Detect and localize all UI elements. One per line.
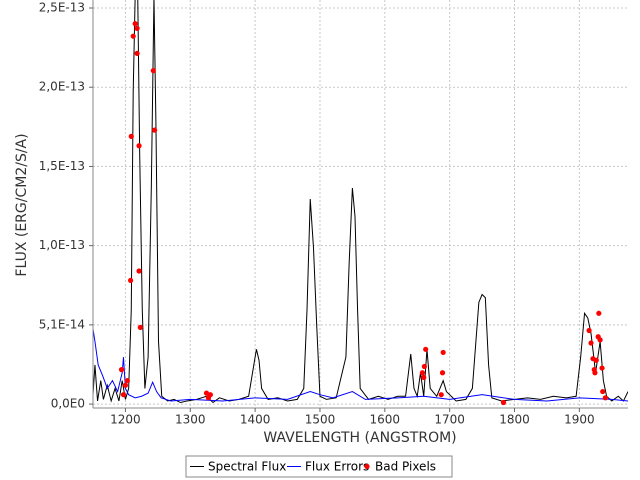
- bad-pixel: [600, 388, 606, 395]
- bad-pixel: [124, 378, 130, 384]
- series-line: [93, 328, 628, 402]
- y-tick-label: 1,0E-13: [39, 238, 85, 252]
- bad-pixel: [128, 133, 134, 139]
- bad-pixel: [136, 268, 142, 274]
- bad-pixel: [586, 327, 592, 334]
- bad-pixel: [423, 346, 429, 352]
- bad-pixel: [134, 25, 140, 31]
- bad-pixel: [438, 392, 444, 398]
- grid: [93, 0, 628, 408]
- bad-pixel: [118, 367, 125, 373]
- bad-pixel: [440, 349, 446, 356]
- data: [93, 0, 628, 406]
- x-tick-label: 1300: [175, 413, 206, 427]
- bad-pixel: [500, 399, 507, 406]
- y-tick-label: 2,0E-13: [39, 80, 85, 94]
- bad-pixel: [597, 337, 603, 343]
- ticks: 1200 1300 1400 1500 1600 1700 1800 1900 0,0E0 5,1…: [39, 1, 595, 427]
- bad-pixel: [134, 50, 140, 57]
- bad-pixel: [137, 324, 143, 330]
- y-tick-label: 0,0E0: [51, 397, 85, 411]
- bad-pixel: [592, 370, 598, 376]
- bad-pixel: [136, 143, 142, 149]
- plot-area: [93, 0, 628, 408]
- bad-pixel: [599, 365, 605, 371]
- bad-pixel: [419, 370, 426, 376]
- x-tick-label: 1700: [434, 413, 465, 427]
- legend-swatch: [364, 463, 370, 470]
- bad-pixel: [596, 310, 602, 316]
- legend-label: Spectral Flux: [208, 460, 286, 474]
- x-tick-label: 1200: [110, 413, 141, 427]
- bad-pixel: [421, 374, 427, 381]
- bad-pixel: [602, 395, 608, 401]
- y-tick-label: 2,5E-13: [39, 1, 85, 15]
- y-tick-label: 1,5E-13: [39, 159, 85, 173]
- x-tick-label: 1900: [564, 413, 595, 427]
- bad-pixel: [439, 370, 446, 376]
- x-tick-label: 1400: [240, 413, 271, 427]
- y-tick-label: 5,1E-14: [39, 317, 85, 331]
- bad-pixel: [593, 357, 599, 363]
- x-tick-label: 1600: [370, 413, 401, 427]
- bad-pixel: [152, 127, 158, 133]
- bad-pixel: [132, 21, 138, 27]
- bad-pixel: [128, 277, 134, 284]
- bad-pixel: [203, 390, 210, 396]
- bad-pixel: [130, 33, 136, 39]
- legend-label: Bad Pixels: [375, 460, 436, 474]
- series-line: [93, 0, 628, 404]
- x-axis-label: WAVELENGTH (ANGSTROM): [263, 430, 456, 446]
- bad-pixel: [122, 382, 129, 388]
- bad-pixel: [150, 68, 156, 74]
- legend-box: [185, 455, 453, 478]
- legend-label: Flux Errors: [305, 460, 369, 474]
- x-tick-label: 1500: [305, 413, 336, 427]
- bad-pixel: [421, 363, 427, 370]
- bad-pixel: [120, 392, 127, 398]
- bad-pixel: [588, 340, 594, 346]
- x-tick-label: 1800: [499, 413, 530, 427]
- legend: Spectral Flux Flux Errors Bad Pixels: [185, 455, 453, 478]
- y-axis-label: FLUX (ERG/CM2/S/A): [14, 133, 30, 276]
- bad-pixel: [207, 392, 213, 398]
